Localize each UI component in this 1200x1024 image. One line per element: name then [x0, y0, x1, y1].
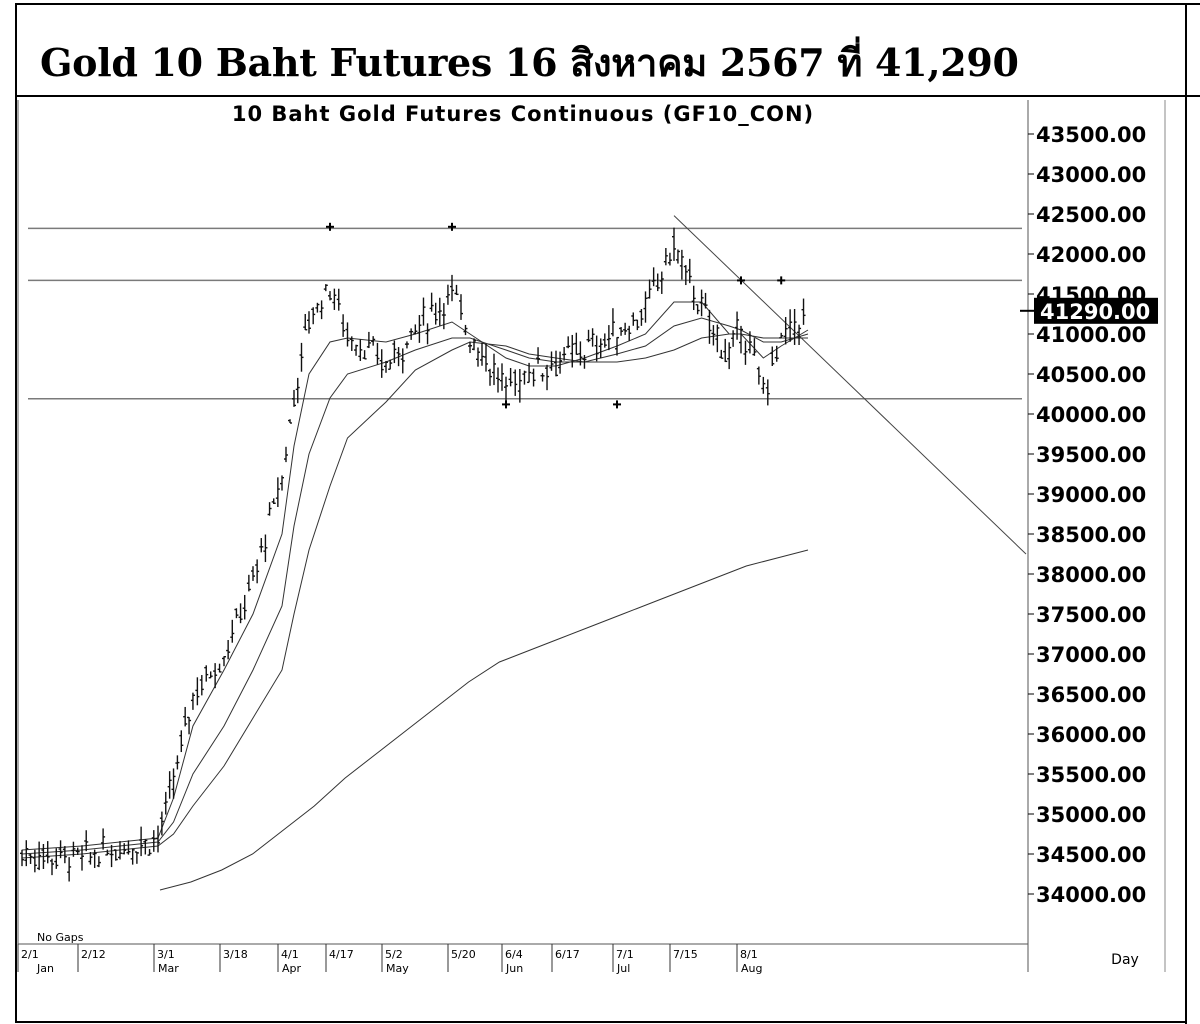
x-month-label: May [386, 962, 409, 975]
y-tick-label: 35500.00 [1036, 763, 1146, 787]
y-tick-label: 40000.00 [1036, 403, 1146, 427]
trendline-group [673, 215, 1027, 555]
x-tick-label: 4/17 [329, 948, 354, 961]
y-tick-label: 42500.00 [1036, 203, 1146, 227]
last-price-label: 41290.00 [1040, 300, 1150, 324]
x-tick-label: 3/1 [157, 948, 175, 961]
x-tick-label: 8/1 [740, 948, 758, 961]
plot-area [17, 100, 1166, 972]
x-month-label: Jun [505, 962, 523, 975]
trendline [673, 215, 1027, 555]
frame [15, 3, 1200, 1024]
y-tick-label: 38500.00 [1036, 523, 1146, 547]
y-tick-label: 37500.00 [1036, 603, 1146, 627]
chart-title: 10 Baht Gold Futures Continuous (GF10_CO… [232, 102, 814, 126]
y-tick-label: 42000.00 [1036, 243, 1146, 267]
x-tick-label: 7/1 [616, 948, 634, 961]
y-tick-label: 43500.00 [1036, 123, 1146, 147]
y-tick-label: 39000.00 [1036, 483, 1146, 507]
last-price-box [1034, 297, 1158, 324]
no-gaps-note: No Gaps [37, 931, 84, 944]
x-month-label: Mar [158, 962, 179, 975]
y-tick-label: 36500.00 [1036, 683, 1146, 707]
x-month-label: Jan [36, 962, 54, 975]
x-tick-label: 3/18 [223, 948, 248, 961]
horizontal-levels [28, 227, 1022, 400]
x-tick-label: 4/1 [281, 948, 299, 961]
y-tick-label: 35000.00 [1036, 803, 1146, 827]
page-heading: Gold 10 Baht Futures 16 สิงหาคม 2567 ที่… [40, 40, 1019, 85]
moving-average-line-2 [21, 317, 809, 855]
x-tick-label: 2/1 [21, 948, 39, 961]
x-axis-label: Day [1111, 952, 1139, 968]
y-tick-label: 34500.00 [1036, 843, 1146, 867]
x-axis: 2/1 2/12 3/1 3/18 4/1 4/17 5/2 5/20 6/4 6/17 7/1 7/… [17, 944, 762, 975]
y-tick-label: 34000.00 [1036, 883, 1146, 907]
x-tick-label: 6/17 [555, 948, 580, 961]
moving-average-line-1 [21, 301, 809, 851]
x-tick-label: 6/4 [505, 948, 523, 961]
moving-averages [21, 301, 809, 891]
y-tick-label: 40500.00 [1036, 363, 1146, 387]
moving-average-line-4 [159, 549, 809, 891]
moving-average-line-3 [21, 333, 808, 859]
y-tick-label: 41000.00 [1036, 323, 1146, 347]
y-axis: 43500.0043000.0042500.0042000.0041500.00… [1020, 123, 1158, 907]
y-tick-label: 37000.00 [1036, 643, 1146, 667]
x-tick-label: 5/2 [385, 948, 403, 961]
x-month-label: Jul [616, 962, 630, 975]
x-tick-label: 5/20 [451, 948, 476, 961]
x-tick-label: 2/12 [81, 948, 106, 961]
x-month-label: Aug [741, 962, 762, 975]
x-month-label: Apr [282, 962, 302, 975]
y-tick-label: 39500.00 [1036, 443, 1146, 467]
y-tick-label: 36000.00 [1036, 723, 1146, 747]
swing-markers [326, 222, 786, 409]
y-tick-label: 43000.00 [1036, 163, 1146, 187]
y-tick-label: 38000.00 [1036, 563, 1146, 587]
candles [20, 227, 806, 882]
x-tick-label: 7/15 [673, 948, 698, 961]
